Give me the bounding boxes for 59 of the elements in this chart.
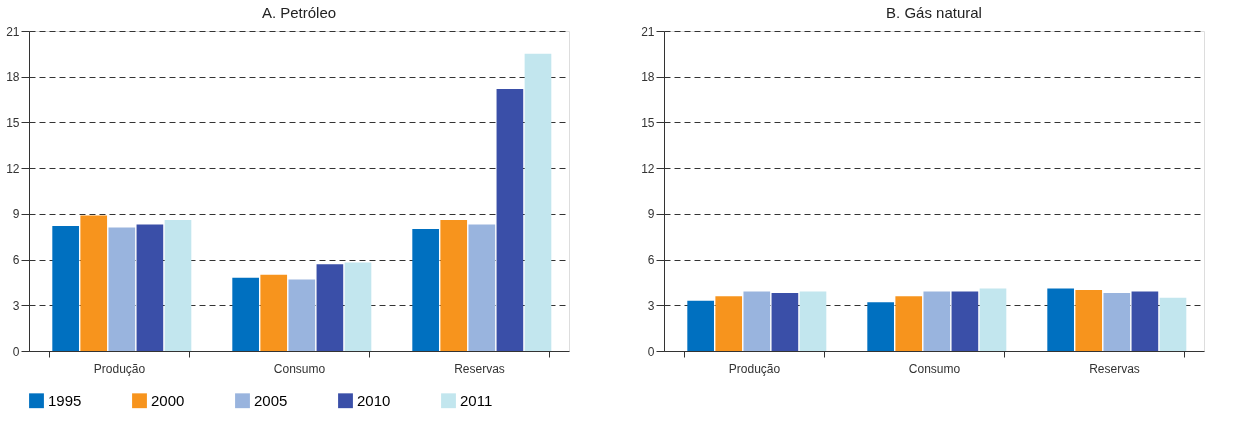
x-tick-label: Reservas bbox=[454, 361, 505, 376]
legend-label: 2011 bbox=[460, 391, 493, 409]
chart-title: B. Gás natural bbox=[886, 4, 982, 21]
legend-label: 2010 bbox=[357, 391, 391, 409]
y-tick-label: 12 bbox=[6, 161, 20, 176]
x-tick-label: Produção bbox=[728, 361, 781, 376]
bar bbox=[80, 215, 108, 351]
y-tick-label: 12 bbox=[641, 161, 655, 176]
bar bbox=[164, 219, 192, 351]
bar bbox=[687, 300, 714, 351]
y-tick-label: 21 bbox=[641, 24, 655, 39]
bar bbox=[1159, 297, 1187, 351]
x-tick-label: Reservas bbox=[1089, 361, 1140, 376]
bar bbox=[799, 291, 827, 351]
y-tick-label: 15 bbox=[641, 115, 655, 130]
x-tick-label: Produção bbox=[93, 361, 146, 376]
y-tick-label: 15 bbox=[6, 115, 20, 130]
legend-label: 2005 bbox=[254, 391, 288, 409]
y-tick-label: 6 bbox=[647, 253, 655, 268]
bar bbox=[1047, 288, 1074, 351]
bar bbox=[867, 302, 894, 351]
x-tick-label: Consumo bbox=[908, 361, 961, 376]
bar bbox=[1131, 291, 1159, 351]
y-tick-label: 3 bbox=[647, 298, 655, 313]
y-tick-label: 0 bbox=[647, 344, 655, 359]
x-tick-label: Consumo bbox=[273, 361, 326, 376]
bar bbox=[1075, 290, 1103, 351]
y-tick-label: 9 bbox=[12, 207, 20, 222]
bar bbox=[496, 88, 524, 351]
bar bbox=[524, 53, 552, 351]
bar bbox=[344, 262, 372, 351]
y-tick-label: 6 bbox=[12, 253, 20, 268]
bar bbox=[52, 226, 79, 351]
legend-label: 1995 bbox=[48, 391, 82, 409]
chart-title: A. Petróleo bbox=[261, 4, 337, 21]
bar bbox=[412, 229, 439, 351]
bar bbox=[715, 296, 743, 351]
y-tick-label: 0 bbox=[12, 344, 20, 359]
bar bbox=[895, 296, 923, 351]
y-tick-label: 3 bbox=[12, 298, 20, 313]
y-tick-label: 21 bbox=[6, 24, 20, 39]
bar bbox=[1103, 293, 1131, 351]
y-tick-label: 18 bbox=[641, 70, 655, 85]
bar bbox=[743, 291, 771, 351]
y-tick-label: 9 bbox=[647, 207, 655, 222]
bar bbox=[923, 291, 951, 351]
bar bbox=[468, 224, 496, 351]
y-tick-label: 18 bbox=[6, 70, 20, 85]
bar bbox=[979, 288, 1007, 351]
bar bbox=[136, 224, 164, 351]
bar bbox=[108, 227, 136, 351]
bar bbox=[288, 279, 316, 351]
bar bbox=[771, 293, 799, 351]
bar bbox=[260, 274, 288, 351]
legend-label: 2000 bbox=[151, 391, 185, 409]
bar bbox=[232, 277, 259, 351]
bar bbox=[440, 219, 468, 351]
bar bbox=[316, 264, 344, 351]
bar bbox=[951, 291, 979, 351]
